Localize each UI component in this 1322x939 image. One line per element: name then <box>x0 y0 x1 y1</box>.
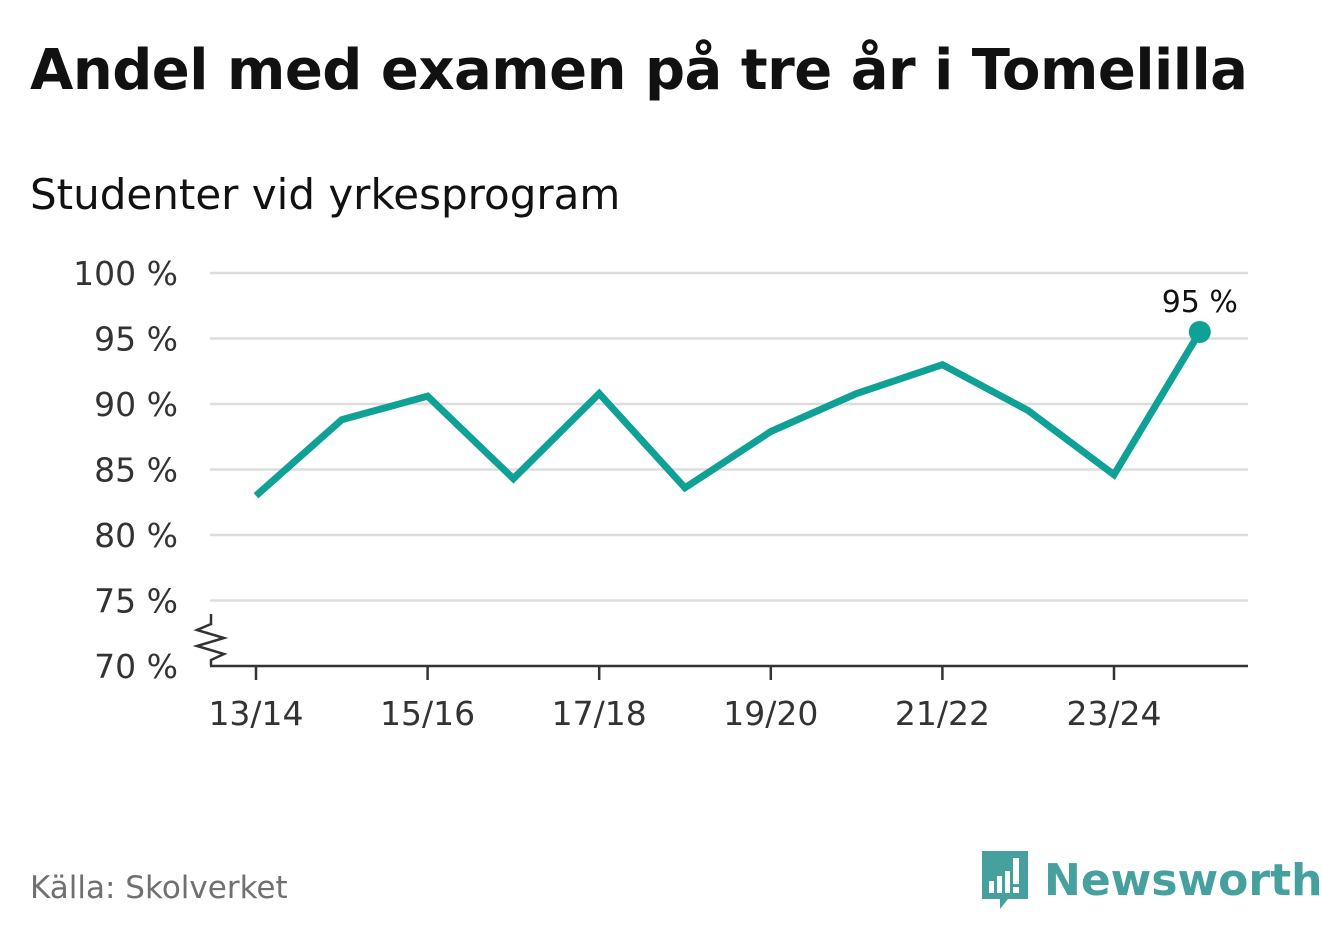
end-point-label: 95 % <box>1162 285 1238 320</box>
end-point-marker <box>1188 320 1211 343</box>
newsworthy-logo-icon <box>982 851 1028 909</box>
series-line-0 <box>253 330 1203 499</box>
brand-name: Newsworthy <box>1044 854 1322 906</box>
axis-break-icon <box>192 614 229 666</box>
y-tick-label-100: 100 % <box>73 254 178 293</box>
line-chart: 70 % 75 % 80 % 85 % 90 % 95 % 100 % 13/14 15/16 1… <box>73 254 1248 733</box>
x-tick-label-17/18: 17/18 <box>552 694 647 733</box>
source-note: Källa: Skolverket <box>30 870 288 906</box>
y-tick-label-90: 90 % <box>94 385 178 424</box>
x-tick-label-13/14: 13/14 <box>208 694 303 733</box>
x-tick-label-19/20: 19/20 <box>723 694 818 733</box>
y-tick-label-75: 75 % <box>94 582 178 621</box>
y-tick-label-95: 95 % <box>94 320 178 359</box>
x-tick-label-23/24: 23/24 <box>1066 694 1161 733</box>
brand-logo: Newsworthy <box>980 848 1322 912</box>
x-tick-label-21/22: 21/22 <box>895 694 990 733</box>
y-tick-label-85: 85 % <box>94 451 178 490</box>
y-tick-label-80: 80 % <box>94 516 178 555</box>
chart-title: Andel med examen på tre år i Tomelilla <box>30 38 1248 103</box>
y-tick-label-70: 70 % <box>94 647 178 686</box>
chart-subtitle: Studenter vid yrkesprogram <box>30 170 621 219</box>
x-tick-label-15/16: 15/16 <box>380 694 475 733</box>
